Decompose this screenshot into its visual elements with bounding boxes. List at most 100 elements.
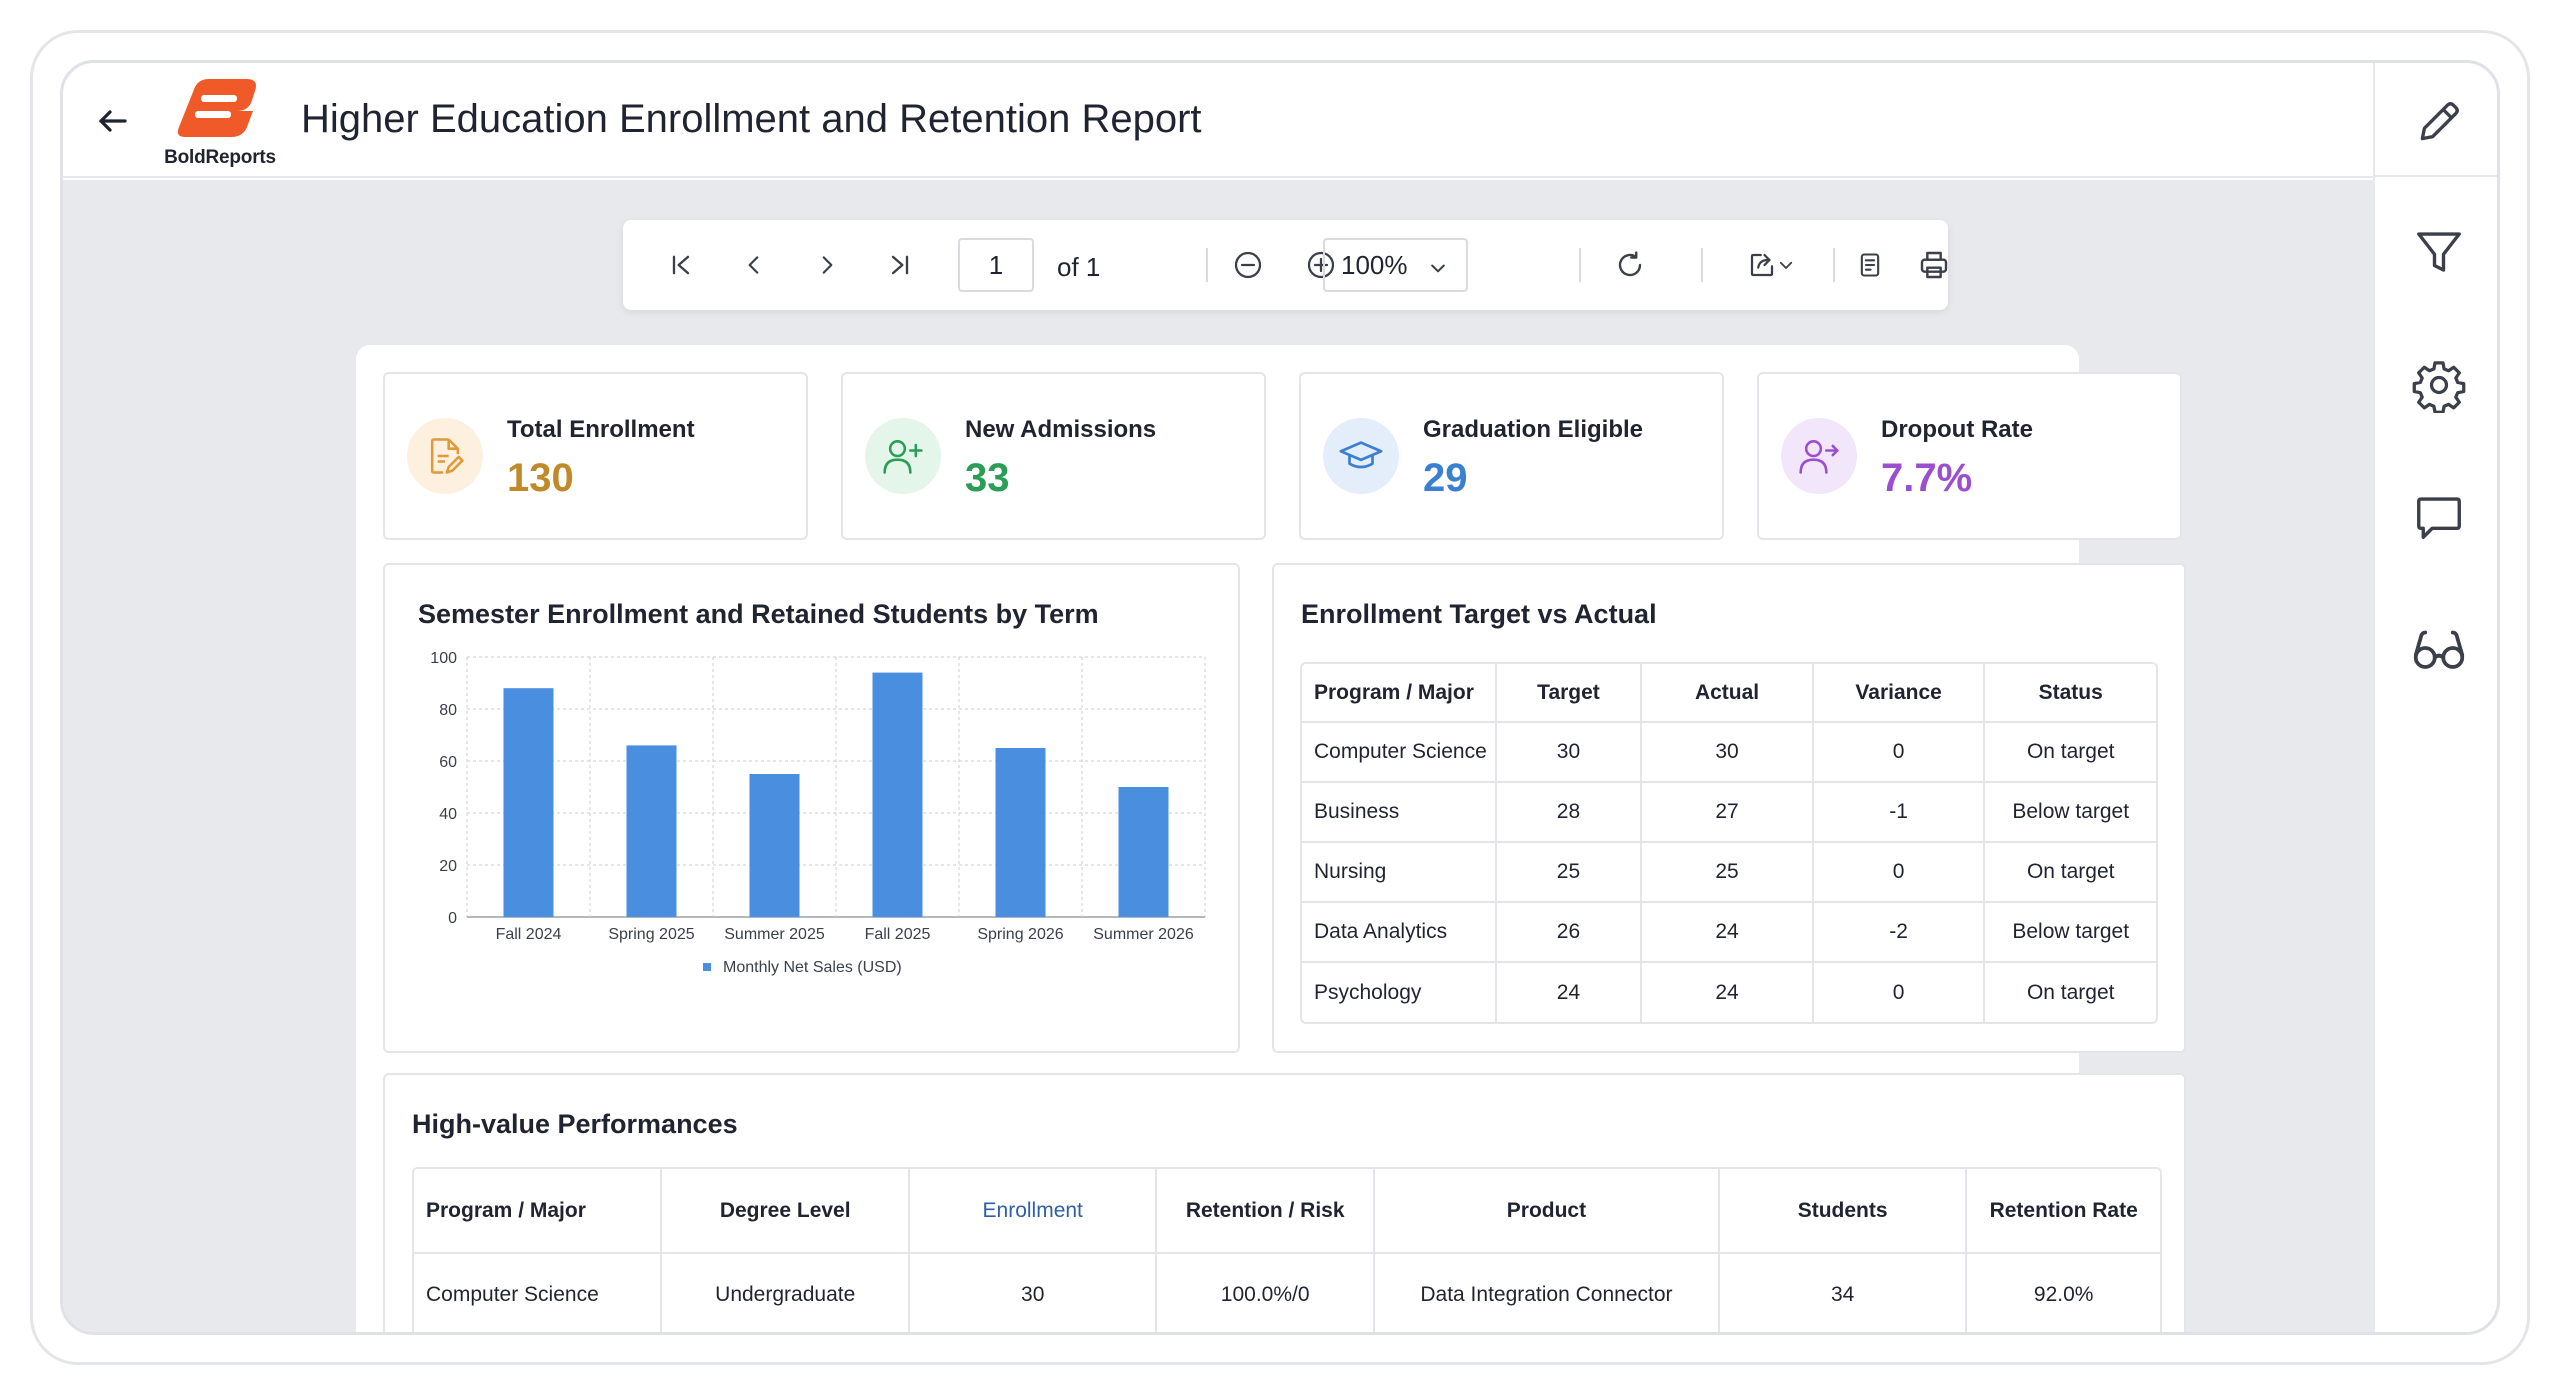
chart-x-tick-label: Fall 2025 [865,926,931,943]
export-dropdown-button[interactable] [1735,244,1807,286]
table-header-row: Program / Major Degree Level Enrollment Ret… [414,1169,2160,1254]
refresh-button[interactable] [1609,244,1651,286]
table-cell: Below target [1984,902,2156,963]
app-window: BoldReports Higher Education Enrollment … [60,60,2500,1335]
kpi-card-graduation-eligible: Graduation Eligible 29 [1299,372,1724,540]
target-vs-actual-card: Enrollment Target vs Actual Program / Ma… [1272,563,2186,1053]
column-header-program-major: Program / Major [1302,664,1497,723]
zoom-in-button[interactable] [1300,244,1342,286]
refresh-icon [1618,251,1642,277]
zoom-out-icon [1234,251,1262,279]
chart-y-tick-label: 100 [430,650,457,667]
report-header: BoldReports Higher Education Enrollment … [63,63,2373,178]
table-row: Computer Science 30 30 0 On target [1302,722,2156,783]
table-cell: Undergraduate [661,1253,910,1332]
enrollment-chart-card: Semester Enrollment and Retained Student… [383,563,1240,1053]
chart-x-tick-label: Spring 2025 [608,926,694,943]
kpi-card-new-admissions: New Admissions 33 [841,372,1266,540]
comments-button[interactable] [2407,485,2471,549]
chevron-left-icon [748,256,759,274]
table-cell: Psychology [1302,962,1497,1022]
boldreports-logo: BoldReports [155,75,285,170]
last-page-icon [891,255,909,275]
table-row: Computer Science Undergraduate 30 100.0%/0 D… [414,1253,2160,1332]
table-cell: On target [1984,842,2156,903]
chart-bar [1118,787,1169,917]
edit-button[interactable] [2407,90,2471,154]
page-title: Higher Education Enrollment and Retentio… [301,97,1202,141]
table-cell: -2 [1812,902,1986,963]
column-header-retention-rate: Retention Rate [1966,1169,2160,1254]
viewer-toolbar: 1 of 1 100% [623,220,1948,310]
table-cell: 24 [1641,902,1814,963]
filter-icon [2417,232,2461,272]
chart-x-tick-label: Fall 2024 [496,926,562,943]
kpi-value: 130 [507,456,574,500]
table-cell: 24 [1495,962,1643,1022]
table-cell: 26 [1495,902,1643,963]
table-cell: 0 [1812,842,1986,903]
perf-table-title: High-value Performances [412,1109,738,1139]
chart-bar [749,774,800,917]
target-table: Program / Major Target Actual Variance Statu… [1300,662,2158,1024]
toolbar-separator [1579,248,1581,282]
logo-text: BoldReports [164,147,276,168]
comment-icon [2417,497,2461,539]
high-value-performances-card: High-value Performances Program / Major D… [383,1073,2186,1332]
chevron-down-icon [1779,261,1793,269]
table-cell: 100.0%/0 [1156,1253,1375,1332]
toolbar-separator [1701,248,1703,282]
first-page-button[interactable] [660,244,702,286]
gear-icon [2412,361,2466,413]
table-header-row: Program / Major Target Actual Variance Statu… [1302,664,2156,723]
filter-button[interactable] [2407,220,2471,284]
table-row: Psychology 24 24 0 On target [1302,962,2156,1022]
page-number-input[interactable]: 1 [958,238,1034,292]
column-header-retention-risk: Retention / Risk [1156,1169,1375,1254]
document-icon [1860,253,1880,277]
first-page-icon [672,255,690,275]
kpi-value: 29 [1423,456,1468,500]
user-exit-icon [1781,418,1857,494]
table-cell: Nursing [1302,842,1497,903]
side-panel [2373,63,2497,1332]
print-button[interactable] [1913,244,1955,286]
settings-button[interactable] [2407,353,2471,417]
kpi-label: Total Enrollment [507,416,695,443]
chevron-right-icon [822,256,833,274]
table-cell: 30 [1641,722,1814,783]
page-setup-button[interactable] [1849,244,1891,286]
table-cell: Computer Science [414,1253,663,1332]
column-header-variance: Variance [1812,664,1986,723]
back-button[interactable] [91,99,135,143]
zoom-in-icon [1307,251,1335,279]
chart-legend-swatch [703,963,711,971]
column-header-product: Product [1373,1169,1720,1254]
table-cell: On target [1984,722,2156,783]
chart-bar [872,672,923,917]
chart-bar [503,688,554,917]
table-cell: Data Integration Connector [1373,1253,1720,1332]
column-header-actual: Actual [1641,664,1814,723]
chart-y-tick-label: 60 [439,754,457,771]
kpi-card-total-enrollment: Total Enrollment 130 [383,372,808,540]
column-header-enrollment[interactable]: Enrollment [909,1169,1158,1254]
zoom-select[interactable]: 100% [1323,238,1468,292]
chevron-down-icon [1431,264,1445,273]
table-cell: 34 [1718,1253,1968,1332]
column-header-students: Students [1718,1169,1968,1254]
table-cell: 25 [1495,842,1643,903]
view-button[interactable] [2407,618,2471,682]
glasses-icon [2413,630,2465,669]
graduation-cap-icon [1323,418,1399,494]
printer-icon [1920,251,1948,279]
table-cell: Below target [1984,782,2156,843]
chart-y-tick-label: 20 [439,858,457,875]
previous-page-button[interactable] [733,244,775,286]
next-page-button[interactable] [806,244,848,286]
zoom-out-button[interactable] [1227,244,1269,286]
report-page: Total Enrollment 130 New Admissions 33 G… [356,345,2186,1332]
chart-bar [626,745,677,917]
last-page-button[interactable] [879,244,921,286]
zoom-value: 100% [1341,249,1408,280]
